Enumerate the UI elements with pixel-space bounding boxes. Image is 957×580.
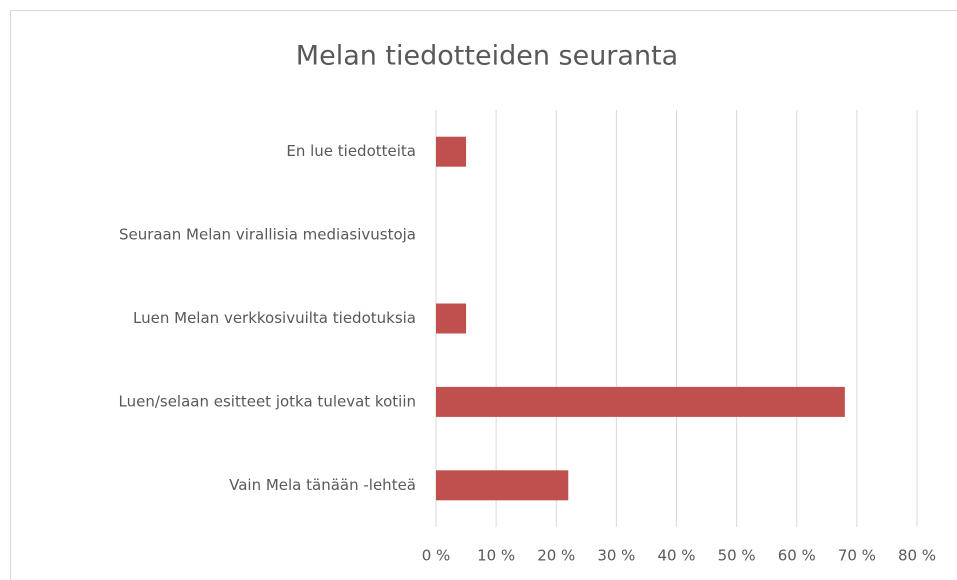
- y-tick-label: Luen Melan verkkosivuilta tiedotuksia: [133, 309, 416, 327]
- x-tick-label: 0 %: [422, 547, 451, 565]
- y-tick-label: Luen/selaan esitteet jotka tulevat kotii…: [118, 392, 416, 410]
- x-tick-label: 10 %: [477, 547, 515, 565]
- x-tick-label: 60 %: [778, 547, 816, 565]
- bar: [436, 303, 467, 334]
- x-tick-label: 40 %: [657, 547, 695, 565]
- y-tick-label: En lue tiedotteita: [286, 142, 416, 160]
- x-tick-label: 20 %: [537, 547, 575, 565]
- y-tick-label: Vain Mela tänään -lehteä: [229, 476, 416, 494]
- chart-title: Melan tiedotteiden seuranta: [296, 41, 678, 72]
- bar: [436, 386, 845, 417]
- bar: [436, 136, 467, 167]
- x-tick-label: 70 %: [838, 547, 876, 565]
- x-tick-label: 50 %: [718, 547, 756, 565]
- x-tick-label: 80 %: [898, 547, 936, 565]
- x-tick-label: 30 %: [597, 547, 635, 565]
- bar: [436, 470, 569, 501]
- y-tick-label: Seuraan Melan virallisia mediasivustoja: [119, 226, 416, 244]
